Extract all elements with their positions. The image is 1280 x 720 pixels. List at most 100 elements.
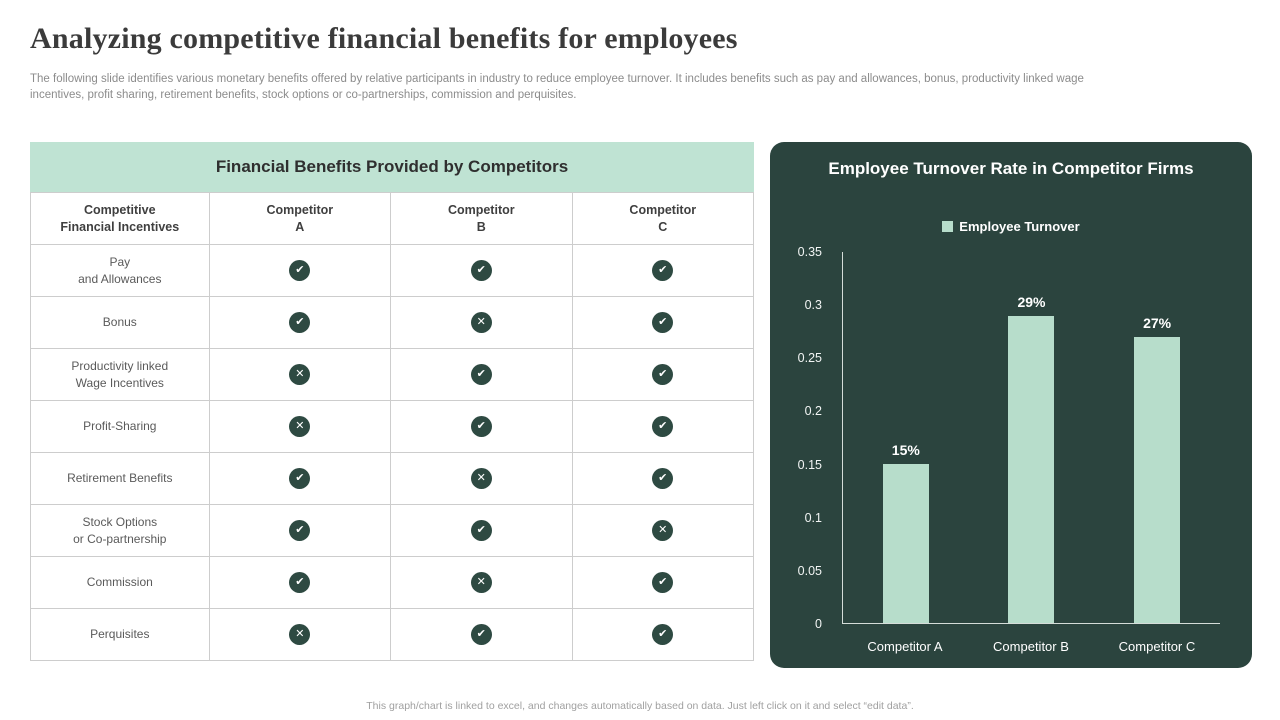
chart-legend: Employee Turnover	[770, 219, 1252, 234]
bar	[1134, 336, 1181, 623]
table-row: Bonus ✔ ✕ ✔	[30, 296, 755, 349]
x-axis-category-label: Competitor C	[1118, 639, 1196, 654]
table-row: Retirement Benefits ✔ ✕ ✔	[30, 452, 755, 505]
x-axis-labels: Competitor A Competitor B Competitor C	[842, 639, 1220, 654]
check-icon: ✔	[652, 364, 674, 385]
mark-cell: ✕	[208, 608, 392, 661]
table-row: Pay and Allowances ✔ ✔ ✔	[30, 244, 755, 297]
column-header: Competitive Financial Incentives	[30, 192, 210, 245]
y-tick-label: 0.25	[797, 351, 822, 366]
bar-value-label: 15%	[891, 442, 920, 458]
mark-cell: ✔	[571, 556, 755, 609]
mark-cell: ✔	[571, 244, 755, 297]
cross-icon: ✕	[652, 520, 674, 541]
mark-cell: ✔	[208, 504, 392, 557]
check-icon: ✔	[289, 312, 311, 333]
mark-cell: ✔	[208, 452, 392, 505]
bar	[1008, 315, 1055, 623]
check-icon: ✔	[289, 572, 311, 593]
y-tick-label: 0	[815, 617, 822, 631]
column-header: Competitor C	[571, 192, 755, 245]
row-label: Commission	[30, 556, 210, 609]
bars: 15% 29% 27%	[843, 252, 1220, 623]
legend-swatch-icon	[942, 221, 954, 232]
slide-subtitle: The following slide identifies various m…	[30, 73, 1084, 102]
table-row: Perquisites ✕ ✔ ✔	[30, 608, 755, 661]
mark-cell: ✔	[571, 452, 755, 505]
row-label: Perquisites	[30, 608, 210, 661]
check-icon: ✔	[289, 520, 311, 541]
row-label: Profit-Sharing	[30, 400, 210, 453]
mark-cell: ✕	[208, 348, 392, 401]
row-label: Bonus	[30, 296, 210, 349]
mark-cell: ✔	[208, 296, 392, 349]
mark-cell: ✕	[208, 400, 392, 453]
y-tick-label: 0.2	[804, 404, 822, 419]
check-icon: ✔	[470, 364, 492, 385]
row-label: Retirement Benefits	[30, 452, 210, 505]
y-tick-label: 0.3	[804, 298, 822, 313]
turnover-chart[interactable]: Employee Turnover Rate in Competitor Fir…	[770, 142, 1252, 668]
check-icon: ✔	[652, 260, 674, 281]
cross-icon: ✕	[289, 364, 311, 385]
bar-group: 15%	[843, 252, 969, 623]
bar-group: 27%	[1094, 252, 1220, 623]
mark-cell: ✔	[571, 400, 755, 453]
x-axis-category-label: Competitor B	[993, 639, 1069, 654]
benefits-table-body: Pay and Allowances ✔ ✔ ✔ Bonus ✔ ✕ ✔ Productivit…	[30, 244, 755, 661]
check-icon: ✔	[652, 312, 674, 333]
y-tick-label: 0.1	[804, 510, 822, 525]
check-icon: ✔	[289, 468, 311, 489]
check-icon: ✔	[289, 260, 311, 281]
table-row: Stock Options or Co-partnership ✔ ✔ ✕	[30, 504, 755, 557]
chart-title: Employee Turnover Rate in Competitor Fir…	[828, 159, 1194, 178]
y-tick-label: 0.15	[797, 457, 822, 472]
benefits-table-card: Financial Benefits Provided by Competito…	[30, 142, 755, 661]
cross-icon: ✕	[470, 312, 492, 333]
bar	[882, 464, 929, 623]
table-header-row: Competitive Financial Incentives Competit…	[30, 192, 755, 245]
table-title: Financial Benefits Provided by Competito…	[30, 142, 754, 192]
chart-plot: 15% 29% 27%	[842, 252, 1220, 624]
y-tick-label: 0.35	[797, 245, 822, 259]
check-icon: ✔	[652, 468, 674, 489]
column-header: Competitor B	[390, 192, 573, 245]
cross-icon: ✕	[289, 416, 311, 437]
legend-label: Employee Turnover	[959, 219, 1080, 234]
y-tick-label: 0.05	[797, 563, 822, 578]
bar-value-label: 29%	[1017, 293, 1046, 310]
column-header: Competitor A	[208, 192, 392, 245]
table-row: Profit-Sharing ✕ ✔ ✔	[30, 400, 755, 453]
mark-cell: ✔	[571, 296, 755, 349]
benefits-table: Competitive Financial Incentives Competit…	[30, 192, 755, 661]
check-icon: ✔	[470, 260, 492, 281]
check-icon: ✔	[470, 520, 492, 541]
mark-cell: ✔	[390, 504, 573, 557]
mark-cell: ✔	[571, 348, 755, 401]
mark-cell: ✔	[208, 556, 392, 609]
mark-cell: ✕	[390, 296, 573, 349]
bar-value-label: 27%	[1143, 314, 1172, 331]
mark-cell: ✔	[390, 400, 573, 453]
mark-cell: ✔	[571, 608, 755, 661]
footer-note: This graph/chart is linked to excel, and…	[366, 700, 914, 712]
row-label: Stock Options or Co-partnership	[30, 504, 210, 557]
mark-cell: ✔	[390, 244, 573, 297]
page-title: Analyzing competitive financial benefits…	[30, 22, 738, 55]
mark-cell: ✕	[390, 452, 573, 505]
mark-cell: ✕	[571, 504, 755, 557]
check-icon: ✔	[470, 416, 492, 437]
mark-cell: ✔	[390, 608, 573, 661]
x-axis-category-label: Competitor A	[867, 639, 943, 654]
mark-cell: ✔	[208, 244, 392, 297]
mark-cell: ✕	[390, 556, 573, 609]
check-icon: ✔	[652, 624, 674, 645]
y-axis-ticks: 0 0.05 0.1 0.15 0.2 0.25 0.3 0.35	[770, 245, 832, 631]
cross-icon: ✕	[470, 468, 492, 489]
table-row: Productivity linked Wage Incentives ✕ ✔ ✔	[30, 348, 755, 401]
bar-group: 29%	[969, 252, 1095, 623]
check-icon: ✔	[470, 624, 492, 645]
cross-icon: ✕	[289, 624, 311, 645]
check-icon: ✔	[652, 572, 674, 593]
